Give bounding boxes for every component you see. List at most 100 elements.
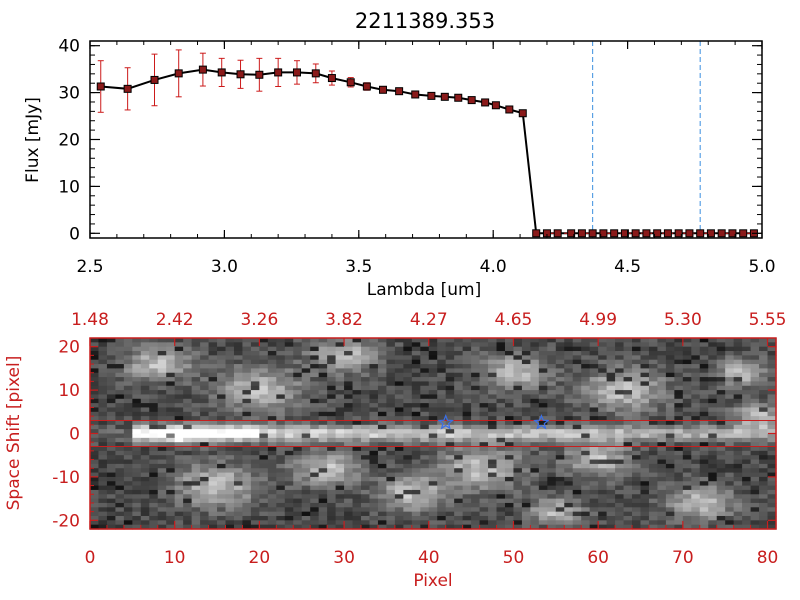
heatmap-cell [318, 407, 328, 413]
heatmap-cell [657, 459, 667, 465]
heatmap-cell [369, 502, 379, 508]
heatmap-cell [665, 520, 675, 526]
heatmap-cell [267, 372, 277, 378]
heatmap-cell [217, 524, 227, 530]
heatmap-cell [623, 377, 633, 383]
heatmap-cell [217, 515, 227, 521]
heatmap-cell [217, 351, 227, 356]
heatmap-cell [428, 502, 438, 508]
heatmap-cell [674, 511, 684, 517]
heatmap-cell [615, 476, 625, 482]
heatmap-cell [623, 368, 633, 374]
heatmap-cell [361, 520, 371, 526]
heatmap-cell [411, 515, 421, 521]
heatmap-cell [377, 351, 388, 356]
heatmap-cell [479, 463, 489, 469]
heatmap-cell [564, 359, 574, 365]
heatmap-cell [98, 437, 108, 443]
heatmap-cell [589, 450, 599, 456]
heatmap-cell [242, 342, 252, 348]
heatmap-cell [149, 520, 159, 526]
heatmap-cell [437, 359, 447, 365]
heatmap-cell [750, 398, 760, 404]
heatmap-cell [759, 455, 769, 461]
heatmap-cell [504, 403, 515, 409]
heatmap-cell [471, 511, 481, 517]
heatmap-cell [598, 472, 608, 478]
heatmap-cell [335, 442, 345, 448]
heatmap-cell [377, 407, 388, 413]
heatmap-cell [564, 520, 574, 526]
heatmap-cell [708, 355, 718, 361]
heatmap-cell [454, 403, 464, 409]
heatmap-cell [598, 502, 608, 508]
heatmap-cell [386, 437, 396, 443]
heatmap-cell [335, 468, 345, 474]
heatmap-cell [632, 351, 642, 356]
heatmap-cell [403, 381, 413, 387]
heatmap-cell [521, 468, 531, 474]
heatmap-cell [191, 511, 201, 517]
heatmap-cell [386, 372, 396, 378]
heatmap-cell [462, 507, 472, 513]
heatmap-cell [606, 502, 616, 508]
heatmap-cell [123, 381, 133, 387]
heatmap-cell [225, 416, 235, 422]
heatmap-cell [403, 472, 413, 478]
heatmap-cell [403, 407, 413, 413]
y-tick-label: 0 [69, 425, 80, 445]
heatmap-cell [513, 355, 523, 361]
heatmap-cell [310, 364, 320, 369]
heatmap-cell [623, 459, 633, 465]
heatmap-image [90, 338, 777, 530]
heatmap-cell [513, 463, 523, 469]
heatmap-cell [250, 437, 260, 443]
heatmap-cell [242, 515, 252, 521]
heatmap-cell [115, 524, 125, 530]
heatmap-cell [403, 485, 413, 491]
heatmap-cell [106, 502, 117, 508]
heatmap-cell [352, 398, 362, 404]
heatmap-cell [716, 368, 726, 374]
heatmap-cell [191, 476, 201, 482]
heatmap-cell [547, 450, 557, 456]
heatmap-cell [361, 420, 371, 426]
heatmap-cell [157, 355, 167, 361]
heatmap-cell [200, 502, 210, 508]
heatmap-cell [479, 381, 489, 387]
heatmap-cell [750, 420, 760, 426]
heatmap-cell [106, 403, 117, 409]
heatmap-cell [640, 437, 650, 443]
heatmap-cell [445, 416, 455, 422]
heatmap-cell [504, 381, 515, 387]
heatmap-cell [496, 338, 506, 343]
heatmap-cell [674, 359, 684, 365]
heatmap-cell [547, 407, 557, 413]
heatmap-cell [267, 390, 277, 396]
heatmap-cell [301, 351, 311, 356]
heatmap-cell [589, 355, 599, 361]
heatmap-cell [327, 390, 337, 396]
data-point [599, 229, 608, 238]
heatmap-cell [640, 355, 650, 361]
heatmap-cell [428, 524, 438, 530]
heatmap-cell [428, 507, 438, 513]
heatmap-cell [530, 407, 540, 413]
heatmap-cell [386, 502, 396, 508]
heatmap-cell [403, 515, 413, 521]
heatmap-cell [259, 507, 269, 513]
heatmap-cell [344, 476, 354, 482]
heatmap-cell [327, 520, 337, 526]
heatmap-cell [640, 433, 650, 439]
heatmap-cell [149, 472, 159, 478]
heatmap-cell [437, 468, 447, 474]
heatmap-cell [115, 442, 125, 448]
heatmap-cell [267, 468, 277, 474]
heatmap-cell [699, 381, 709, 387]
heatmap-cell [648, 433, 659, 439]
heatmap-cell [725, 494, 735, 500]
heatmap-cell [665, 481, 675, 487]
heatmap-cell [242, 385, 252, 391]
heatmap-cell [352, 515, 362, 521]
